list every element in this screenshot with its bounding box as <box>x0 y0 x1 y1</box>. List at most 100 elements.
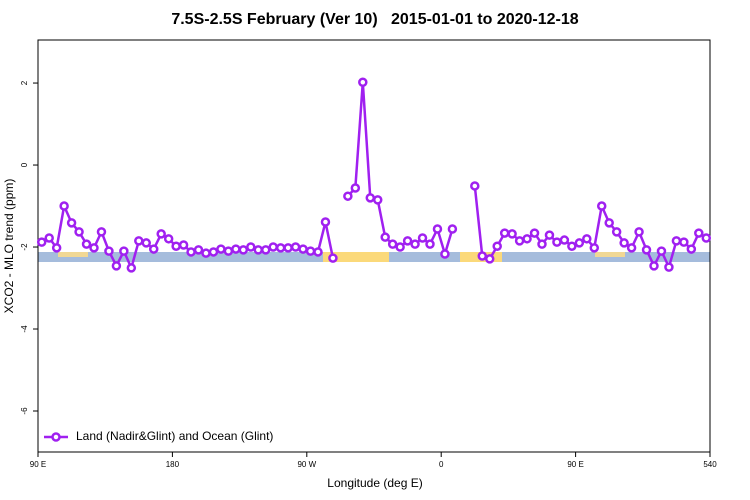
y-tick-label: -2 <box>20 243 29 251</box>
point <box>186 247 196 257</box>
point <box>238 245 249 255</box>
point <box>134 236 144 246</box>
point <box>544 230 555 240</box>
point <box>425 239 435 249</box>
point <box>679 237 689 247</box>
point <box>589 243 600 253</box>
point <box>671 236 682 246</box>
point <box>649 261 659 271</box>
point <box>59 201 69 211</box>
y-tick-label: 0 <box>20 162 29 167</box>
point <box>119 246 129 256</box>
point <box>313 247 323 257</box>
x-tick-label: 540 <box>703 460 717 469</box>
point <box>36 237 47 247</box>
point <box>298 244 308 254</box>
point <box>552 237 562 247</box>
point <box>216 244 226 254</box>
point <box>499 228 510 238</box>
point <box>193 245 204 255</box>
x-tick-label: 90 E <box>30 460 46 469</box>
point <box>343 191 353 201</box>
point <box>246 242 256 252</box>
point <box>514 236 525 246</box>
point <box>178 240 189 250</box>
point <box>559 235 570 245</box>
point <box>141 238 152 248</box>
point <box>268 242 278 252</box>
point <box>567 241 577 251</box>
x-tick-label: 90 E <box>567 460 583 469</box>
point <box>275 243 286 253</box>
point <box>44 233 54 243</box>
point <box>641 245 652 255</box>
point <box>626 243 637 253</box>
point <box>537 239 547 249</box>
point <box>582 234 592 244</box>
point <box>111 261 122 271</box>
point <box>81 239 92 249</box>
point <box>208 247 219 257</box>
point <box>604 218 614 228</box>
point <box>126 263 137 273</box>
y-tick-label: 2 <box>20 80 29 85</box>
point <box>619 238 629 248</box>
point <box>156 229 166 239</box>
point <box>477 251 488 261</box>
y-tick-label: -6 <box>20 407 29 415</box>
point <box>701 233 712 243</box>
point <box>395 242 405 252</box>
point <box>410 239 420 249</box>
point <box>522 234 532 244</box>
point <box>574 238 585 248</box>
point <box>231 244 241 254</box>
point <box>470 181 480 191</box>
point <box>417 233 428 243</box>
point <box>358 77 368 87</box>
point <box>484 254 495 264</box>
point <box>350 183 361 193</box>
point <box>656 246 667 256</box>
point <box>89 243 99 253</box>
plot-frame <box>37 39 711 453</box>
x-axis-label: Longitude (deg E) <box>327 476 422 490</box>
land-band <box>323 252 389 262</box>
point <box>380 232 390 242</box>
point <box>66 218 77 228</box>
y-tick-label: -4 <box>20 325 29 333</box>
point <box>664 262 674 272</box>
y-axis-label: XCO2 - MLO trend (ppm) <box>2 179 16 314</box>
x-tick-label: 180 <box>166 460 180 469</box>
point <box>260 245 271 255</box>
land-band <box>58 252 88 257</box>
point <box>492 241 502 251</box>
point <box>432 224 443 234</box>
point <box>163 234 174 244</box>
point <box>365 193 376 203</box>
point <box>402 236 413 246</box>
point <box>253 245 264 255</box>
point <box>171 241 181 251</box>
point <box>148 244 159 254</box>
point <box>686 244 697 254</box>
point <box>51 243 62 253</box>
point <box>372 195 383 205</box>
point <box>201 248 211 258</box>
point <box>440 249 450 259</box>
point <box>596 201 607 211</box>
point <box>104 246 114 256</box>
point <box>507 229 517 239</box>
legend-label: Land (Nadir&Glint) and Ocean (Glint) <box>76 429 273 443</box>
point <box>447 224 458 234</box>
point <box>74 227 84 237</box>
chart-title: 7.5S-2.5S February (Ver 10) 2015-01-01 t… <box>171 11 578 28</box>
point <box>529 228 540 238</box>
point <box>290 242 301 252</box>
legend-marker <box>51 432 61 442</box>
point <box>223 246 234 256</box>
point <box>305 246 316 256</box>
point <box>328 253 338 263</box>
point <box>320 217 331 227</box>
point <box>611 227 622 237</box>
